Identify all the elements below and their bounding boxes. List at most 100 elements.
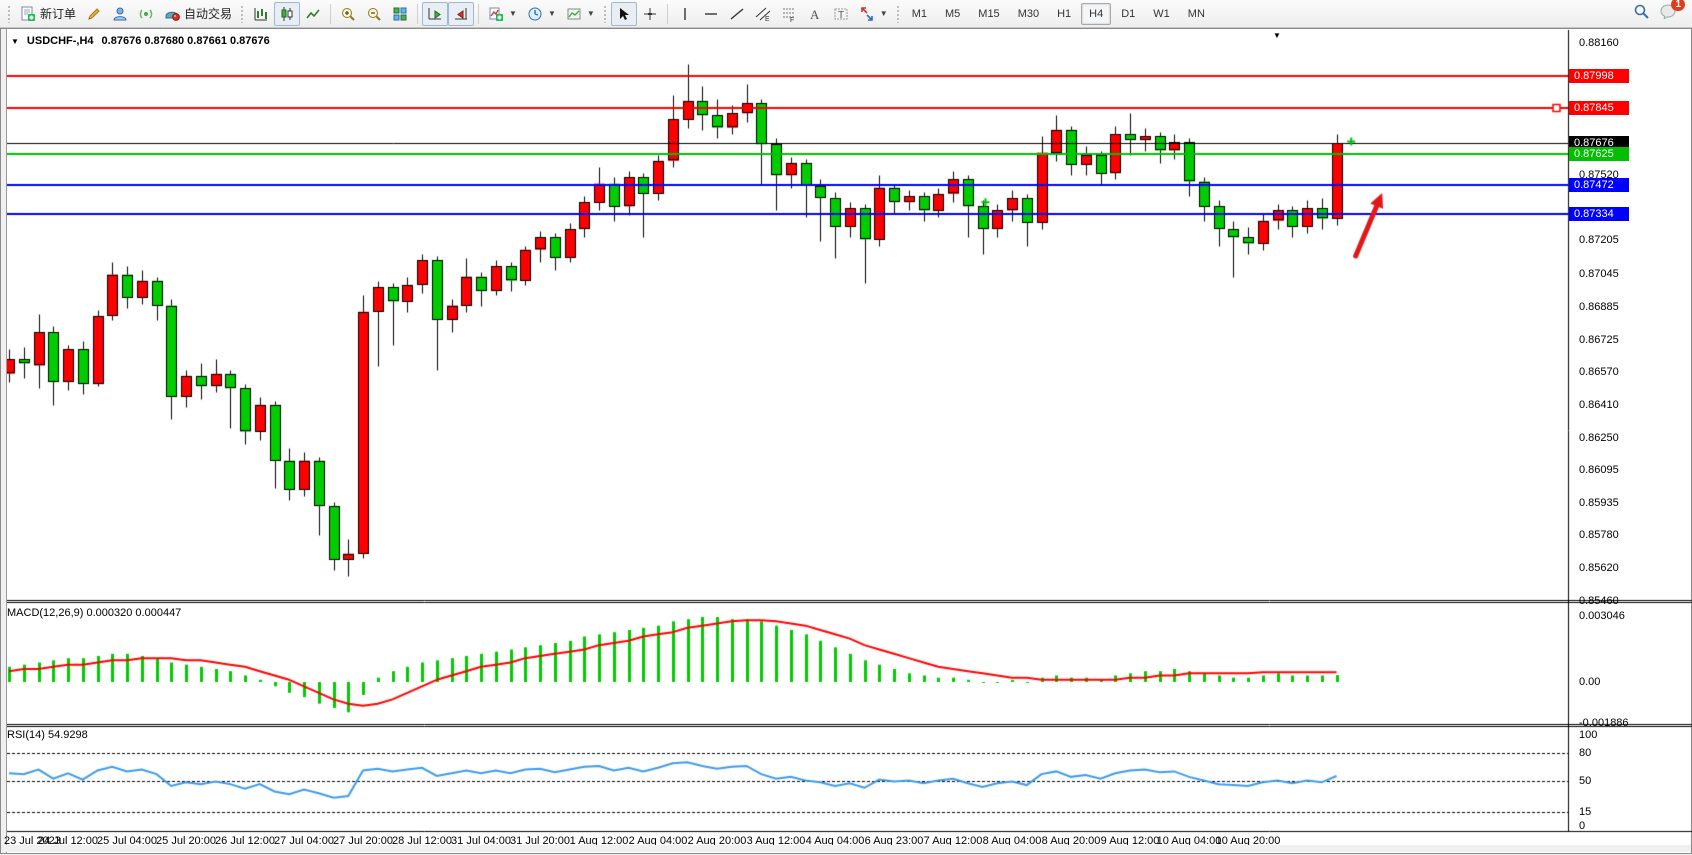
trendline-button[interactable] [724, 2, 750, 26]
time-axis-label: 10 Aug 20:00 [1215, 835, 1281, 847]
macd-label: MACD(12,26,9) 0.000320 0.000447 [7, 607, 182, 619]
profile-button[interactable] [107, 2, 133, 26]
horizontal-line-icon [703, 6, 719, 22]
channel-icon: E [755, 6, 771, 22]
rsi-axis-tick: 0 [1579, 820, 1586, 832]
time-axis-label: 8 Aug 04:00 [982, 835, 1042, 847]
svg-text:F: F [790, 17, 794, 22]
time-axis-label: 7 Aug 12:00 [923, 835, 983, 847]
notification-count-badge: 1 [1671, 0, 1685, 11]
candlestick-chart-icon [279, 6, 295, 22]
line-chart-button[interactable] [300, 2, 326, 26]
zoom-in-button[interactable] [335, 2, 361, 26]
notifications-button[interactable]: 1 [1660, 0, 1685, 24]
timeframe-m15-button[interactable]: M15 [978, 7, 1000, 20]
dropdown-caret-icon: ▼ [509, 9, 517, 18]
time-axis-label: 23 Jul 2023 [4, 835, 61, 847]
timeframe-w1-button[interactable]: W1 [1153, 7, 1170, 20]
timeframe-h1-button[interactable]: H1 [1057, 7, 1072, 20]
time-axis-label: 31 Jul 20:00 [510, 835, 570, 847]
price-line-badge: 0.87625 [1569, 146, 1629, 161]
toolbar-grip[interactable] [7, 4, 12, 23]
svg-text:E: E [765, 16, 770, 22]
macd-axis-tick: 0.00 [1579, 676, 1601, 688]
pen-icon [86, 6, 102, 22]
crosshair-button[interactable] [637, 2, 663, 26]
price-axis-tick: 0.86570 [1579, 365, 1619, 378]
time-axis-label: 8 Aug 20:00 [1041, 835, 1101, 847]
line-chart-icon [305, 6, 321, 22]
toolbar-grip[interactable] [895, 4, 901, 23]
zoom-out-button[interactable] [361, 2, 387, 26]
time-axis-label: 31 Jul 04:00 [451, 835, 511, 847]
ohlc-values: 0.87676 0.87680 0.87661 0.87676 [101, 35, 270, 47]
toolbar-grip[interactable] [240, 4, 246, 23]
chart-shift-button[interactable] [448, 1, 475, 26]
price-axis-tick: 0.85460 [1579, 595, 1619, 608]
price-axis-tick: 0.86410 [1579, 398, 1619, 411]
bottom-strip [2, 845, 1691, 852]
crosshair-icon [642, 6, 658, 22]
indicators-button[interactable]: ▼ [483, 2, 522, 26]
cursor-button[interactable] [610, 1, 637, 26]
time-axis-label: 27 Jul 04:00 [274, 835, 334, 847]
svg-text:A: A [810, 7, 820, 22]
new-order-button[interactable]: 新订单 [15, 2, 81, 26]
price-axis-tick: 0.85935 [1579, 497, 1619, 510]
price-line-badge: 0.87845 [1569, 101, 1629, 116]
chevron-down-icon[interactable]: ▼ [11, 36, 19, 46]
zoom-in-icon [340, 6, 356, 22]
price-line-badge: 0.87998 [1569, 69, 1629, 84]
rsi-axis-tick: 80 [1579, 747, 1592, 760]
timeframe-group: M1 M5 M15 M30 H1 H4 D1 W1 MN [904, 2, 1213, 25]
vertical-line-button[interactable] [672, 2, 698, 26]
autotrade-button[interactable]: 自动交易 [159, 2, 237, 26]
text-label-button[interactable]: T [828, 2, 854, 26]
styler-button[interactable] [81, 2, 107, 26]
price-axis-tick: 0.87205 [1579, 234, 1619, 247]
time-axis-label: 9 Aug 12:00 [1100, 835, 1160, 847]
dropdown-caret-icon: ▼ [586, 9, 595, 18]
rsi-axis-tick: 15 [1579, 806, 1592, 819]
timeframe-m5-button[interactable]: M5 [945, 7, 961, 20]
timeframe-mn-button[interactable]: MN [1187, 7, 1205, 20]
timeframe-d1-button[interactable]: D1 [1121, 7, 1136, 20]
price-axis-tick: 0.86095 [1579, 463, 1619, 476]
rsi-label: RSI(14) 54.9298 [7, 729, 88, 741]
time-axis-label: 26 Jul 12:00 [215, 835, 275, 847]
candlestick-chart-button[interactable] [274, 1, 301, 26]
fibonacci-button[interactable]: F [776, 2, 802, 26]
periods-button[interactable]: ▼ [522, 2, 561, 26]
toolbar-grip[interactable] [602, 4, 608, 23]
search-icon[interactable] [1633, 3, 1650, 25]
tile-windows-button[interactable] [387, 2, 413, 26]
template-icon [566, 6, 582, 22]
timeframe-m30-button[interactable]: M30 [1017, 7, 1040, 20]
price-chart-canvas[interactable] [1, 29, 1692, 855]
equidistant-channel-button[interactable]: E [750, 2, 776, 26]
price-axis-tick: 0.86250 [1579, 431, 1619, 444]
price-axis-tick: 0.86725 [1579, 333, 1619, 346]
horizontal-line-button[interactable] [698, 2, 724, 26]
time-axis-label: 28 Jul 12:00 [392, 835, 452, 847]
price-axis-tick: 0.86885 [1579, 300, 1619, 313]
broadcast-icon [138, 6, 154, 22]
dropdown-caret-icon: ▼ [879, 9, 888, 18]
quote-line: ▼ USDCHF-,H4 0.87676 0.87680 0.87661 0.8… [11, 35, 270, 47]
timeframe-h4-button[interactable]: H4 [1081, 2, 1112, 25]
svg-text:T: T [838, 10, 844, 21]
auto-scroll-button[interactable] [422, 1, 449, 26]
auto-scroll-icon [427, 6, 443, 22]
price-axis-tick: 0.85780 [1579, 529, 1619, 542]
new-order-icon [20, 6, 36, 22]
window-left-edge [1, 29, 7, 853]
timeframe-m1-button[interactable]: M1 [911, 7, 927, 20]
broadcast-button[interactable] [133, 2, 159, 26]
time-axis-label: 25 Jul 20:00 [156, 835, 216, 847]
arrows-tool-button[interactable]: ▼ [854, 2, 893, 26]
dropdown-caret-icon: ▼ [547, 9, 556, 18]
bar-chart-button[interactable] [248, 2, 274, 26]
vertical-line-icon [677, 6, 693, 22]
templates-button[interactable]: ▼ [561, 2, 600, 26]
text-button[interactable]: A [802, 2, 828, 26]
